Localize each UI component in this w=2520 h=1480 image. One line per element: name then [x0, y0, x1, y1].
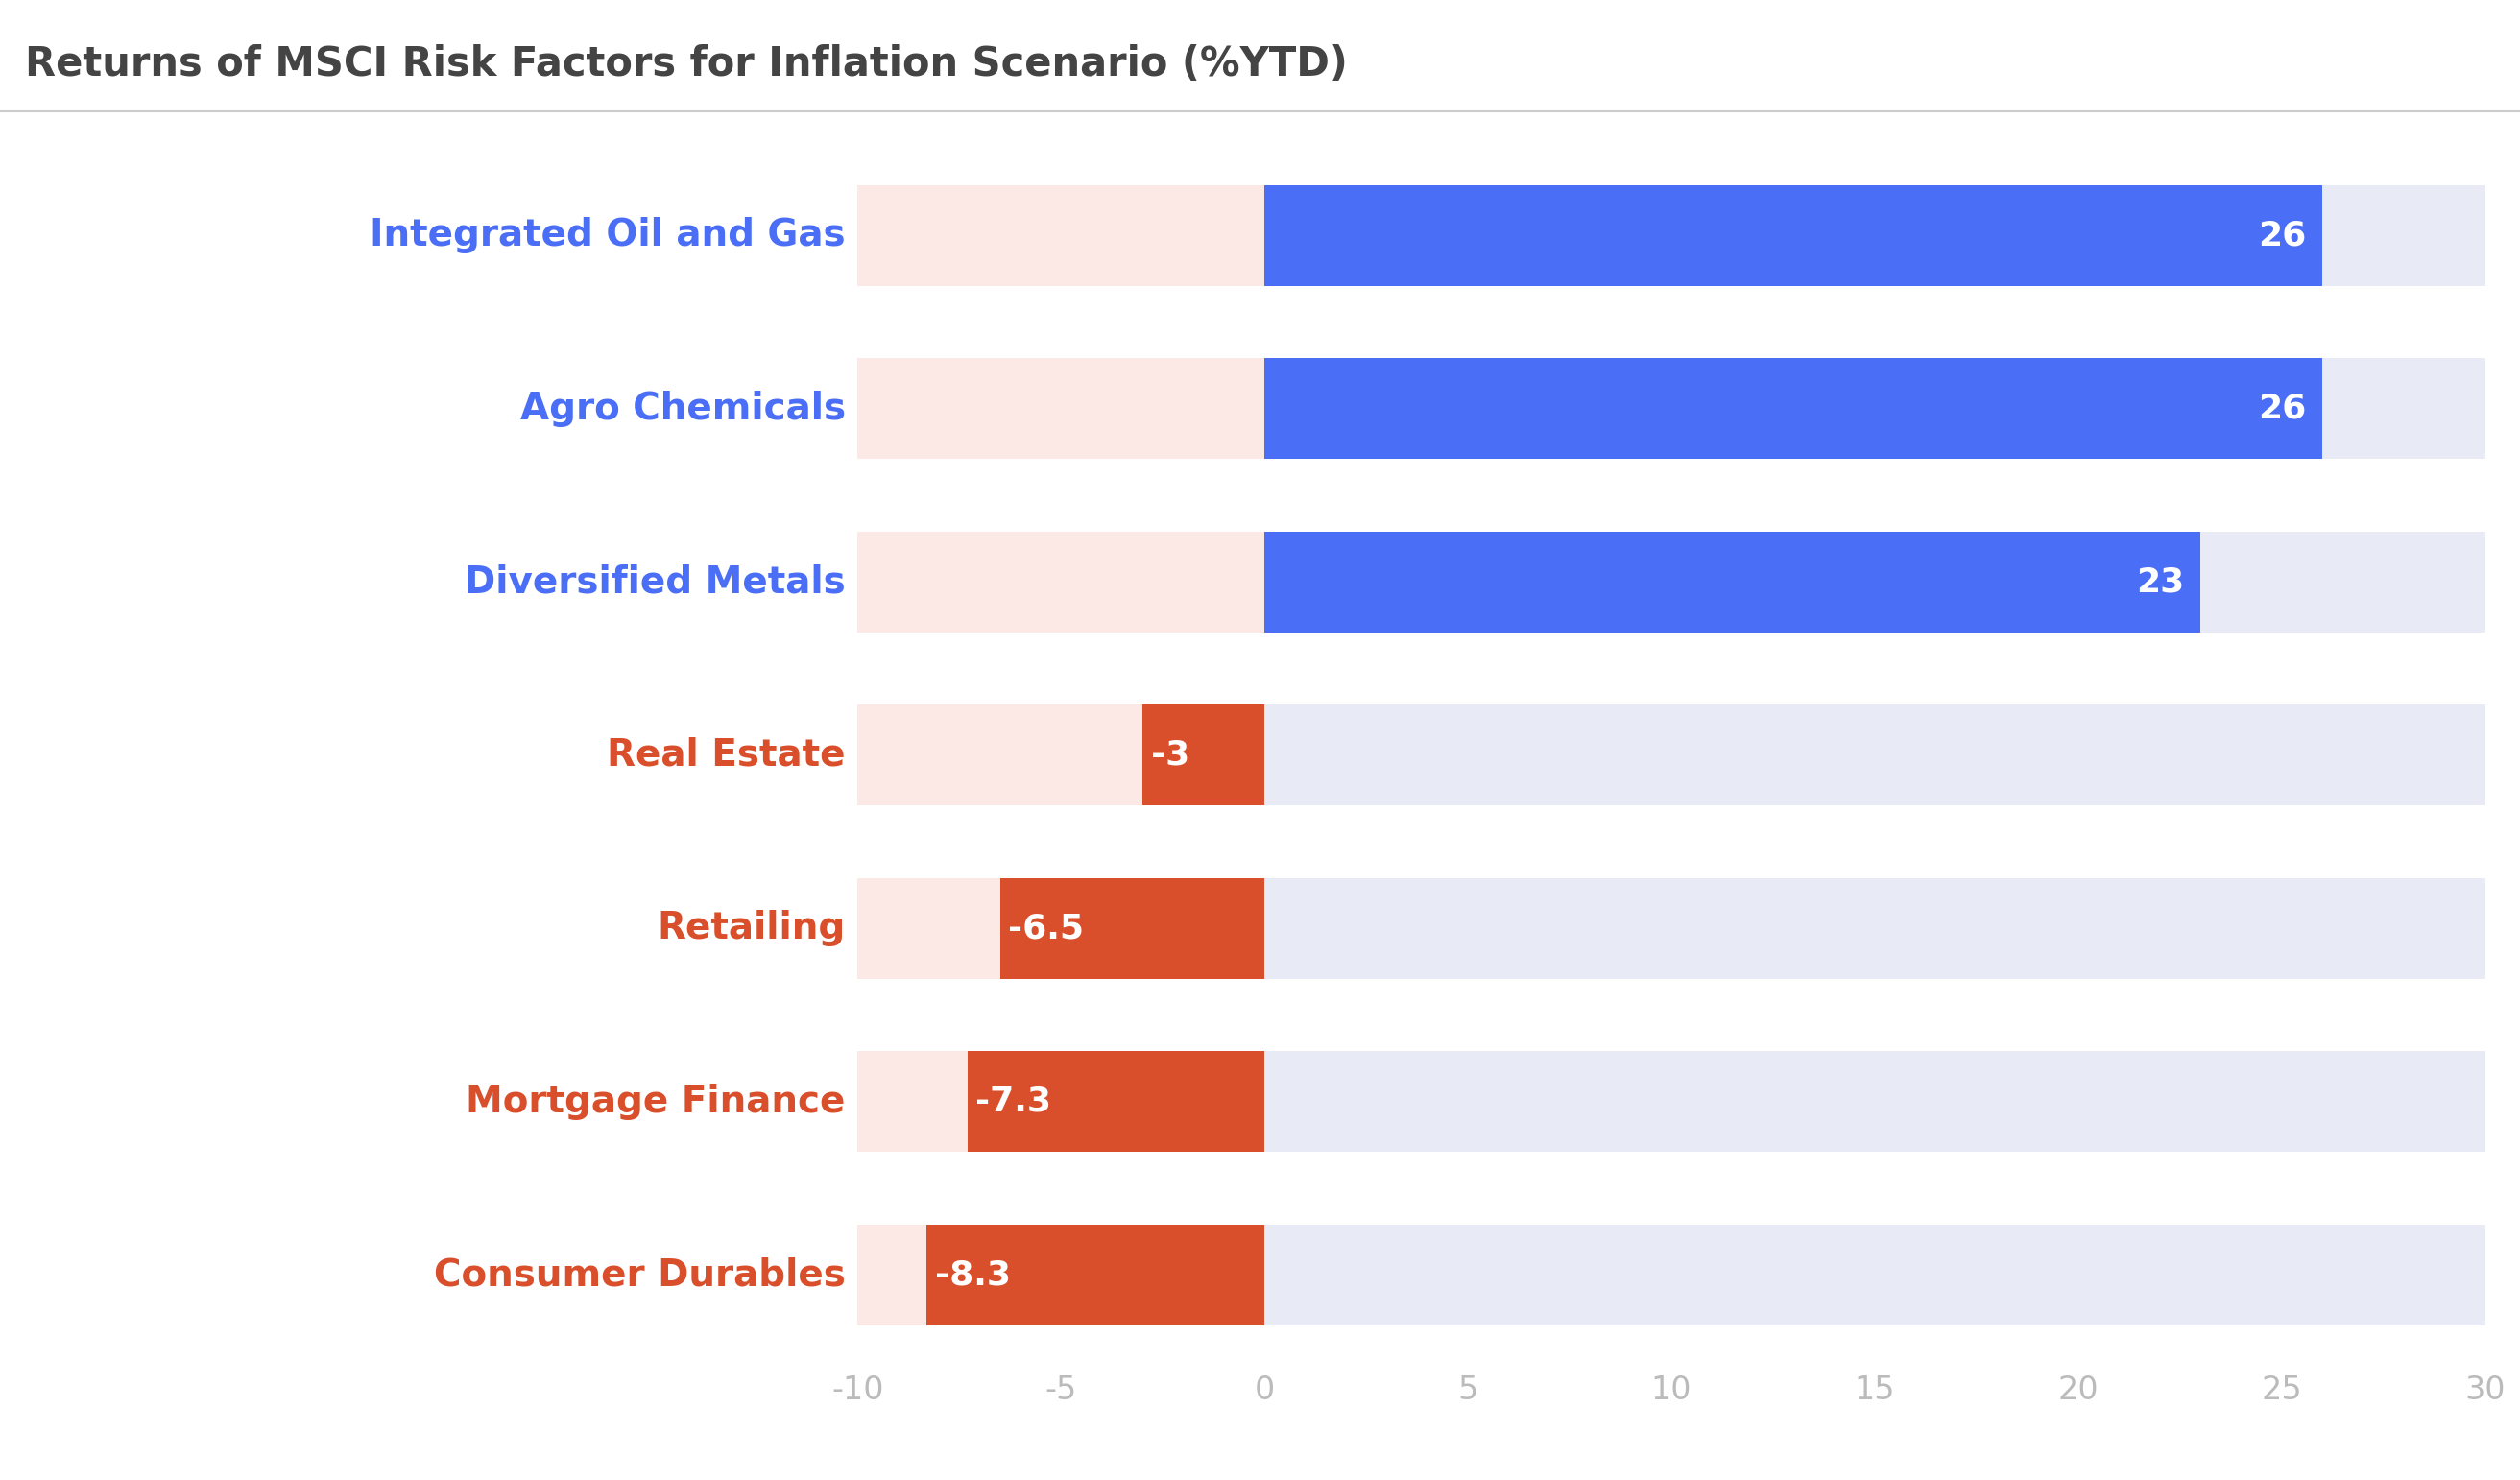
Text: Consumer Durables: Consumer Durables: [433, 1257, 844, 1294]
Bar: [857, 531, 1265, 632]
Bar: [857, 358, 1265, 459]
Text: Diversified Metals: Diversified Metals: [464, 564, 844, 601]
Text: 26: 26: [2258, 219, 2306, 252]
Bar: [1265, 531, 2200, 632]
Text: Agro Chemicals: Agro Chemicals: [519, 391, 844, 426]
Bar: [968, 1051, 1265, 1151]
Text: Mortgage Finance: Mortgage Finance: [466, 1083, 844, 1120]
Bar: [927, 1224, 1265, 1325]
Bar: [1000, 878, 1265, 978]
Text: -7.3: -7.3: [975, 1085, 1051, 1117]
Text: -8.3: -8.3: [935, 1258, 1011, 1291]
Text: Returns of MSCI Risk Factors for Inflation Scenario (%YTD): Returns of MSCI Risk Factors for Inflati…: [25, 44, 1348, 84]
Bar: [1142, 704, 1265, 805]
Text: Integrated Oil and Gas: Integrated Oil and Gas: [370, 218, 844, 253]
Bar: [1265, 1224, 2485, 1325]
Bar: [1265, 1051, 2485, 1151]
Bar: [1265, 531, 2485, 632]
Text: Real Estate: Real Estate: [607, 737, 844, 774]
Bar: [1265, 185, 2485, 286]
Bar: [857, 185, 1265, 286]
Text: 23: 23: [2137, 565, 2185, 598]
Text: -6.5: -6.5: [1008, 912, 1084, 944]
Text: 26: 26: [2258, 392, 2306, 425]
Bar: [1265, 185, 2323, 286]
Bar: [857, 878, 1265, 978]
Bar: [1265, 704, 2485, 805]
Text: Retailing: Retailing: [658, 910, 844, 947]
Bar: [857, 704, 1265, 805]
Bar: [1265, 878, 2485, 978]
Bar: [857, 1224, 1265, 1325]
Text: -3: -3: [1152, 739, 1189, 771]
Bar: [1265, 358, 2323, 459]
Bar: [1265, 358, 2485, 459]
Bar: [857, 1051, 1265, 1151]
